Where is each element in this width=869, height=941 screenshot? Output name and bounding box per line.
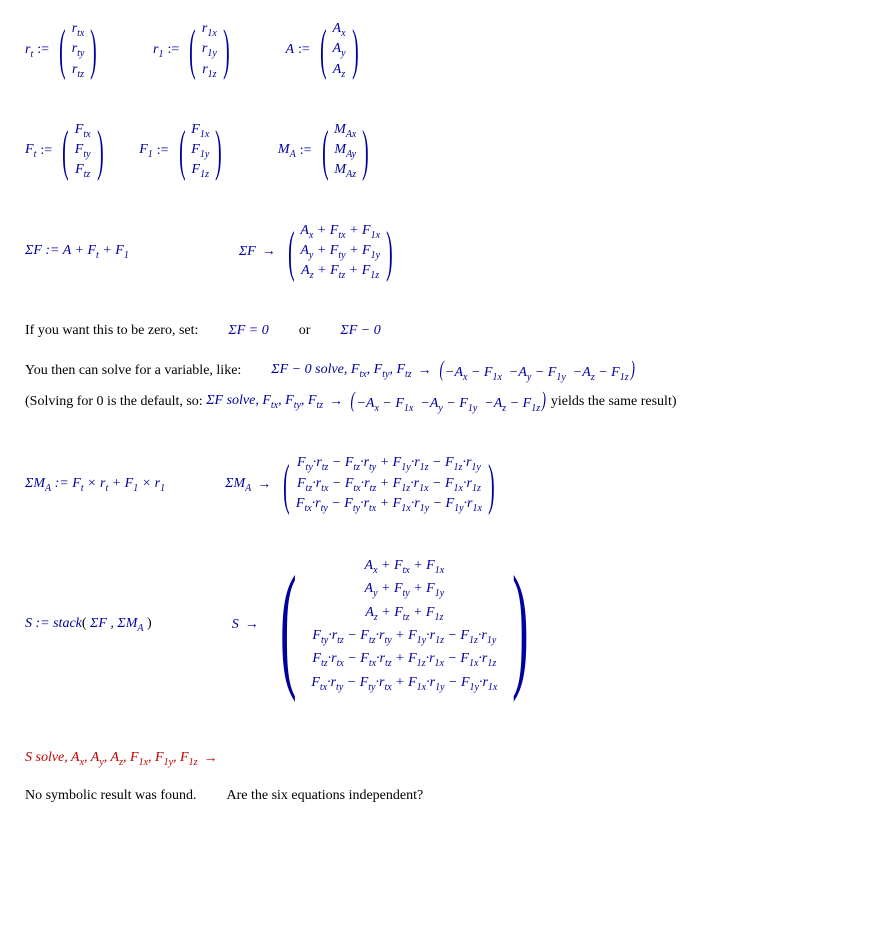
- sigma-MA-lhs: ΣMA: [225, 476, 251, 494]
- arrow-icon: →: [257, 477, 271, 493]
- solve-expr2: ΣF solve, Ftx, Fty, Ftz: [206, 393, 323, 411]
- arrow-icon: →: [418, 363, 432, 379]
- def-r1: r1 := (r1xr1yr1z): [153, 20, 235, 81]
- solve-row-1: You then can solve for a variable, like:…: [25, 359, 845, 383]
- solve-result2: −Ax − F1x −Ay − F1y −Az − F1z: [356, 396, 540, 411]
- arrow-icon: →: [262, 244, 276, 260]
- zero-alt: ΣF − 0: [340, 323, 380, 339]
- solve-row-2: (Solving for 0 is the default, so: ΣF so…: [25, 390, 845, 414]
- arrow-icon: →: [245, 617, 259, 633]
- zero-eq: ΣF = 0: [228, 323, 268, 339]
- no-result-text: No symbolic result was found.: [25, 788, 196, 804]
- zero-instruction-text: If you want this to be zero, set:: [25, 323, 198, 339]
- definitions-row-2: Ft := (FtxFtyFtz) F1 := (F1xF1yF1z) MA :…: [25, 121, 845, 182]
- solve-intro-text: You then can solve for a variable, like:: [25, 363, 241, 379]
- zero-instruction-row: If you want this to be zero, set: ΣF = 0…: [25, 323, 845, 339]
- arrow-icon: →: [204, 751, 218, 767]
- question-text: Are the six equations independent?: [226, 788, 423, 804]
- stack-def: S := stack( ΣF , ΣMA ): [25, 616, 152, 634]
- solve-paren-post: yields the same result): [551, 394, 677, 410]
- solve-expr: ΣF − 0 solve, Ftx, Fty, Ftz: [271, 362, 411, 380]
- sigma-F-lhs: ΣF: [239, 244, 256, 260]
- final-solve-row: S solve, Ax, Ay, Az, F1x, F1y, F1z →: [25, 750, 845, 768]
- def-rt: rt := (rtxrtyrtz): [25, 20, 103, 81]
- sigma-F-def: ΣF := A + Ft + F1: [25, 243, 129, 261]
- def-A: A := (AxAyAz): [285, 20, 364, 81]
- or-label: or: [299, 323, 311, 339]
- no-result-row: No symbolic result was found. Are the si…: [25, 788, 845, 804]
- def-MA: MA := (MAxMAyMAz): [278, 121, 375, 182]
- sigma-F-row: ΣF := A + Ft + F1 ΣF → (Ax + Ftx + F1xAy…: [25, 222, 845, 283]
- arrow-icon: →: [329, 394, 343, 410]
- stack-lhs: S: [232, 617, 239, 633]
- sigma-MA-def: ΣMA := Ft × rt + F1 × r1: [25, 476, 165, 494]
- def-Ft: Ft := (FtxFtyFtz): [25, 121, 109, 182]
- stack-row: S := stack( ΣF , ΣMA ) S → (Ax + Ftx + F…: [25, 555, 845, 695]
- def-F1: F1 := (F1xF1yF1z): [139, 121, 228, 182]
- solve-paren-pre: (Solving for 0 is the default, so:: [25, 394, 203, 410]
- final-solve-expr: S solve, Ax, Ay, Az, F1x, F1y, F1z: [25, 750, 198, 768]
- solve-result: −Ax − F1x −Ay − F1y −Az − F1z: [445, 365, 629, 380]
- sigma-MA-row: ΣMA := Ft × rt + F1 × r1 ΣMA → (Fty·rtz …: [25, 454, 845, 515]
- definitions-row-1: rt := (rtxrtyrtz) r1 := (r1xr1yr1z) A :=…: [25, 20, 845, 81]
